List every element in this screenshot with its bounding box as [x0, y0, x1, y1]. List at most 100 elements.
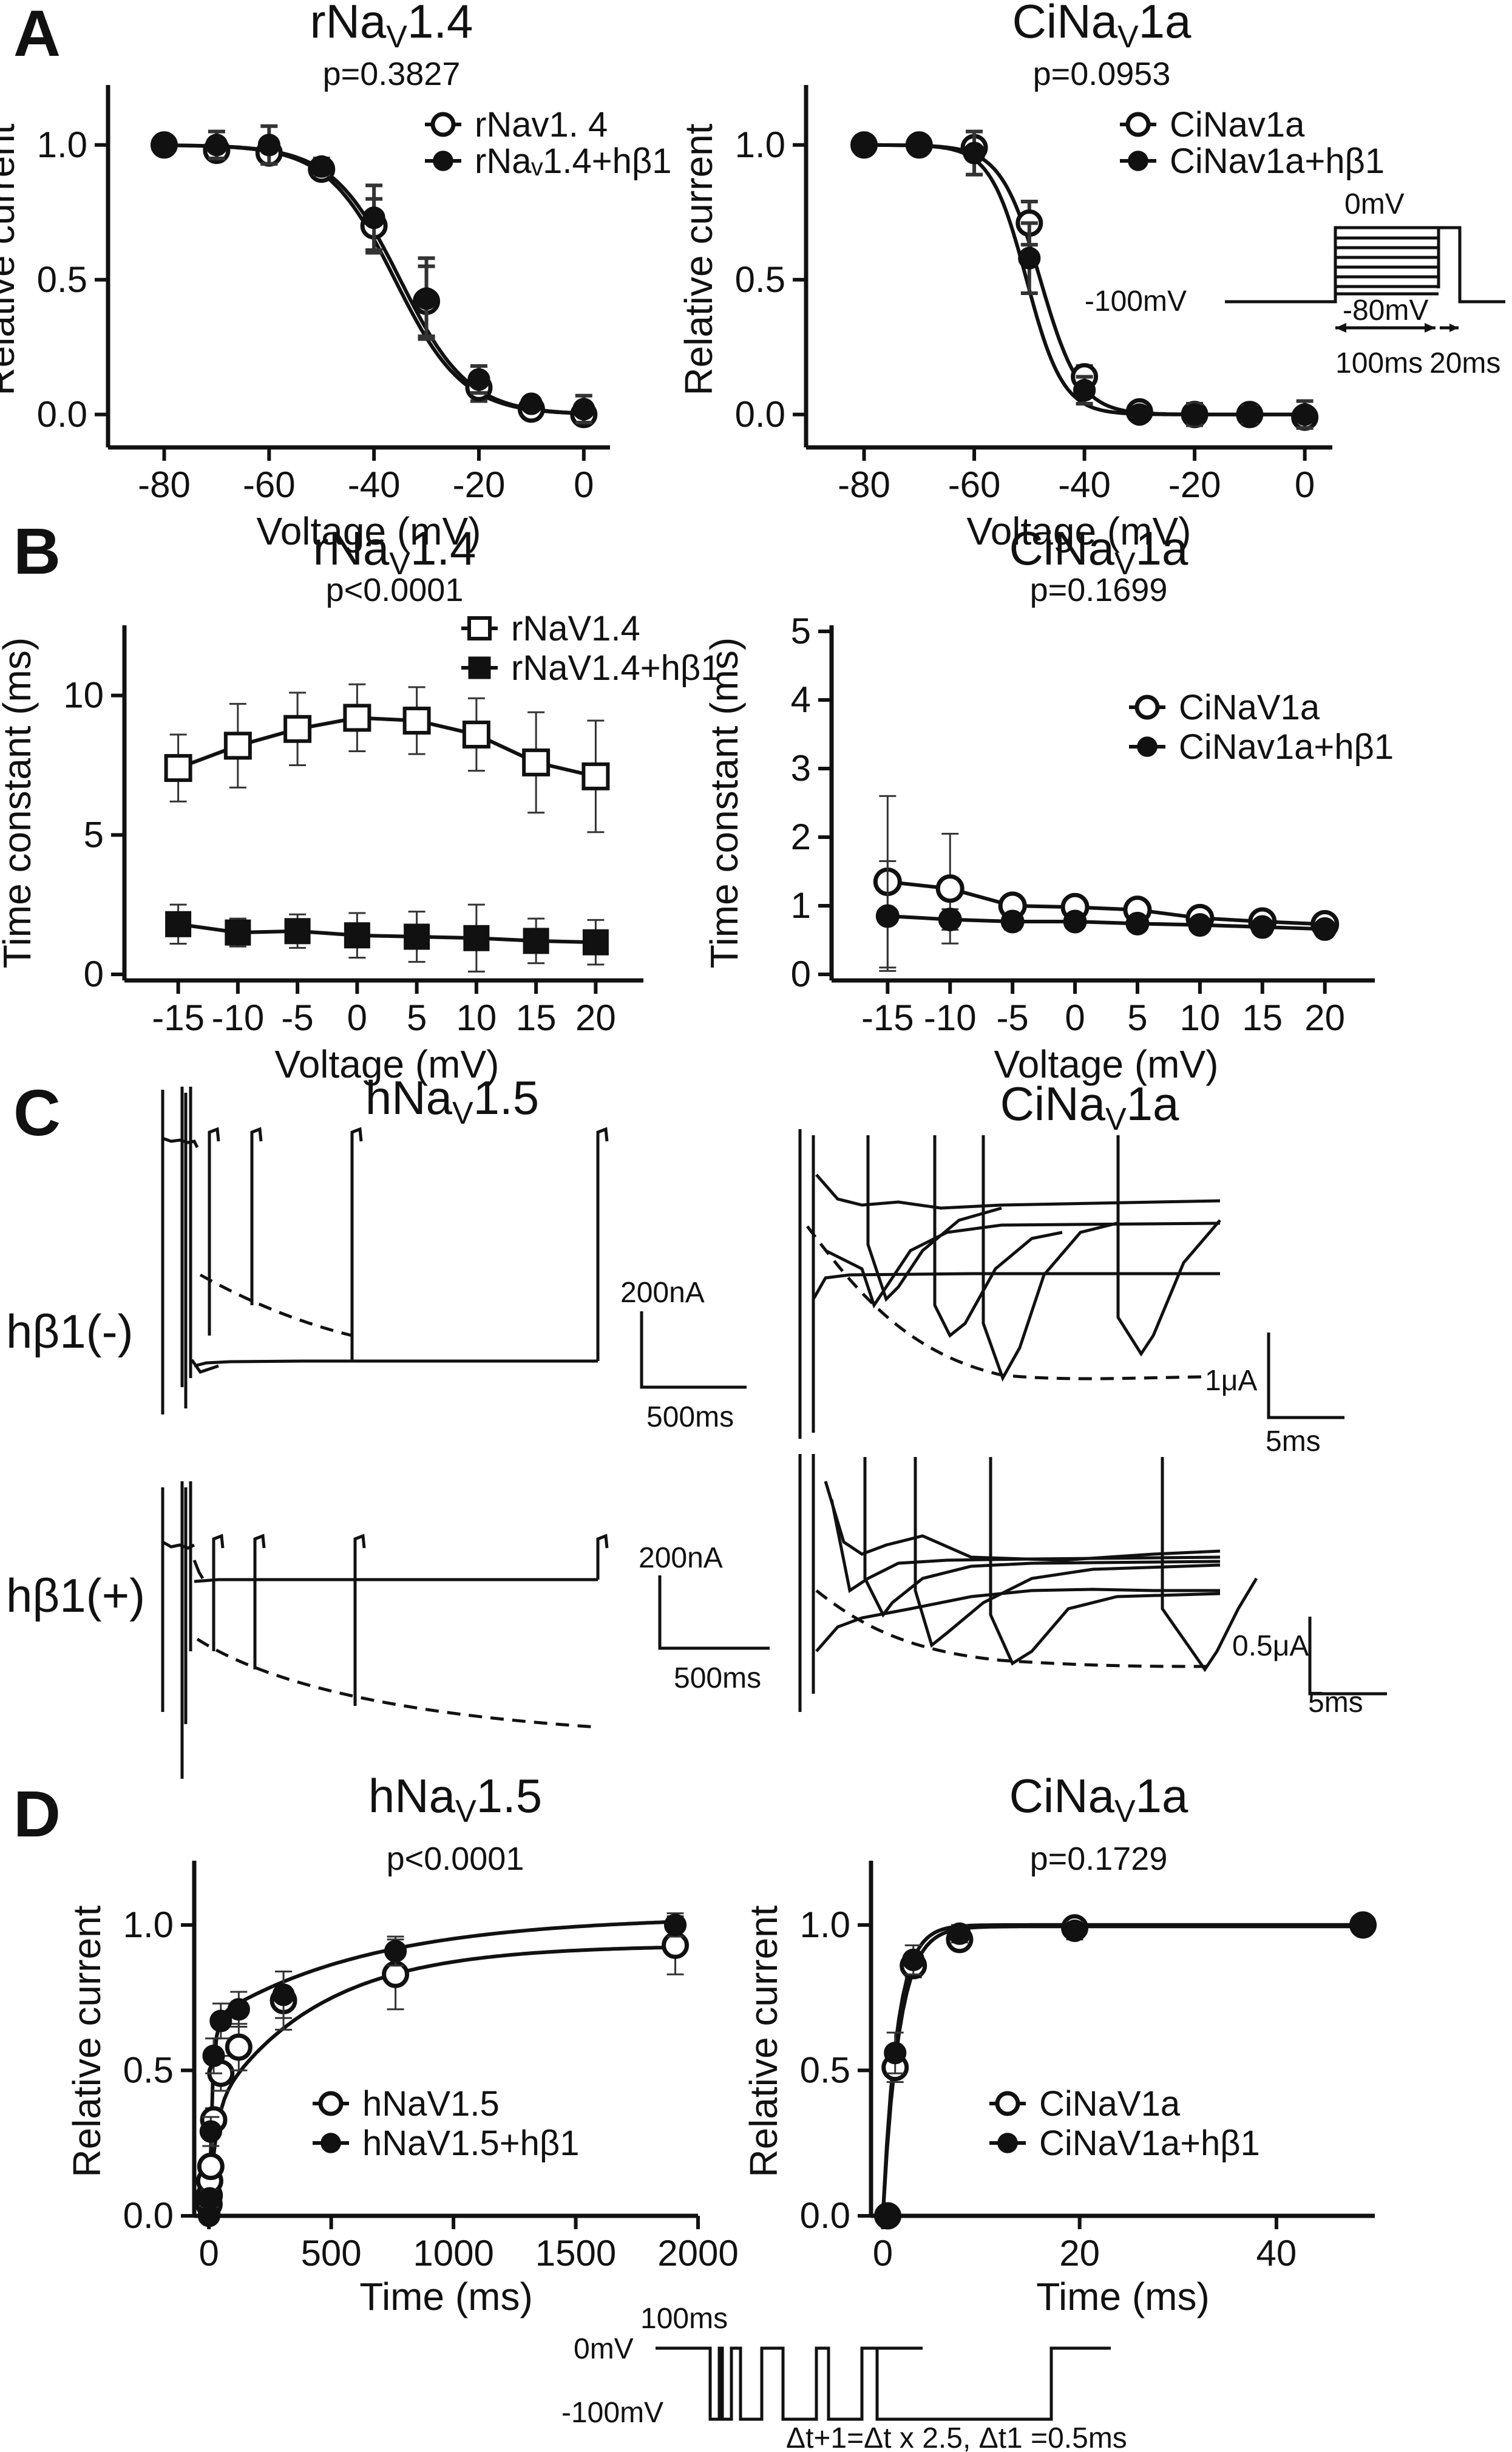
trace-recovery-4	[989, 1457, 1221, 1666]
x-tick-label: -10	[212, 997, 265, 1038]
scalebar-label: 200nA	[620, 1277, 705, 1309]
protocol-formula: Δt+1=Δt x 2.5, Δt1 =0.5ms	[786, 2422, 1127, 2452]
scalebar-top-left	[640, 1311, 747, 1389]
chart-title: rNaV1.4	[310, 0, 473, 55]
data-point	[223, 732, 252, 760]
legend-marker	[1134, 695, 1160, 720]
panel-c-right-title: CiNaV1a	[1000, 1077, 1179, 1137]
legend-label: CiNav1a+hβ1	[1179, 727, 1394, 767]
scalebar-label: 200nA	[639, 1542, 723, 1574]
protocol-trace-left	[656, 2346, 923, 2421]
data-point	[1073, 379, 1096, 402]
data-point	[963, 141, 986, 165]
y-tick-label: 0.5	[735, 259, 785, 300]
data-point	[404, 923, 430, 950]
trace-plateau	[194, 1359, 598, 1368]
panel-label-d: D	[13, 1777, 61, 1850]
data-point	[402, 706, 431, 735]
data-point	[902, 1948, 925, 1971]
y-axis-label: Time constant (ms)	[702, 637, 746, 968]
y-tick-label: 1.0	[123, 1904, 174, 1945]
y-tick-label: 0.0	[123, 2195, 174, 2236]
data-point	[384, 1940, 407, 1963]
x-tick-label: 40	[1256, 2233, 1297, 2274]
data-point	[522, 748, 551, 776]
trace-recovery-2	[863, 1457, 1221, 1618]
trace-recovery-5	[1161, 1457, 1258, 1673]
chart-title-base: rNa	[310, 0, 387, 48]
data-point	[415, 287, 438, 310]
y-tick-label: 0.5	[800, 2050, 850, 2090]
p-value: p=0.1729	[1030, 1841, 1168, 1877]
x-tick-label: 10	[456, 997, 497, 1038]
chart-title: CiNaV1a	[1009, 521, 1188, 582]
y-axis-label: Relative current	[0, 123, 22, 395]
chart-a-left: 0.0 0.5 1.0 -80 -60 -40 -20 0 Voltage (mV) Relati…	[0, 0, 671, 553]
data-point	[663, 1914, 687, 1937]
x-tick-label: 20	[575, 997, 616, 1038]
y-tick-label: 1.0	[800, 1904, 850, 1945]
data-point	[948, 1922, 971, 1945]
legend-label: rNaᵥ1.4+hβ1	[475, 141, 671, 181]
data-point	[935, 874, 964, 903]
legend-label: CiNav1a+hβ1	[1170, 141, 1385, 181]
data-point	[1183, 403, 1206, 426]
data-point	[1188, 913, 1212, 937]
x-tick-label: -10	[924, 997, 977, 1038]
trace-envelope	[199, 1273, 353, 1337]
row-label-beta-minus: hβ1(-)	[6, 1305, 134, 1358]
data-point	[582, 929, 609, 956]
trace-recovery	[192, 1560, 205, 1580]
data-point	[852, 134, 876, 157]
x-tick-label: -20	[453, 464, 506, 505]
data-point	[284, 918, 311, 945]
y-tick-label: 0.5	[123, 2050, 174, 2090]
scalebar-label: 500ms	[674, 1662, 761, 1694]
chart-title-rest: 1a	[1136, 521, 1188, 575]
x-tick-label: 2000	[657, 2233, 738, 2274]
chart-title-rest: 1.5	[476, 1769, 542, 1822]
y-axis-label: Time constant (ms)	[0, 637, 39, 968]
legend-label: hNaV1.5+hβ1	[362, 2124, 579, 2163]
x-tick-label: 500	[301, 2233, 362, 2274]
trace-recovery-1	[824, 1221, 1221, 1309]
data-point	[875, 904, 900, 928]
chart-title-base: rNa	[313, 521, 390, 575]
chart-title-sub: V	[389, 546, 410, 582]
x-tick-label: 15	[516, 997, 557, 1038]
x-axis-label: Time (ms)	[359, 2275, 533, 2318]
scalebar-label: 1μA	[1205, 1365, 1257, 1397]
protocol-label-top: 0mV	[1344, 188, 1405, 220]
x-axis-label: Voltage (mV)	[257, 509, 481, 553]
chart-title: rNaV1.4	[313, 521, 476, 582]
x-tick-label: 20	[1304, 997, 1345, 1038]
y-tick-label: 3	[791, 748, 811, 789]
protocol-label-hold: -100mV	[1085, 285, 1187, 318]
protocol-label-vhold: -100mV	[561, 2397, 663, 2429]
legend-label: rNav1. 4	[475, 105, 608, 144]
x-tick-label: 0	[347, 997, 367, 1038]
trace-recovery-3	[933, 1135, 1063, 1338]
data-point	[1125, 911, 1150, 936]
data-point	[1018, 246, 1041, 270]
y-tick-label: 1	[791, 885, 811, 926]
chart-title-base: CiNa	[1009, 521, 1115, 575]
data-point	[1238, 403, 1261, 426]
data-point	[884, 2042, 907, 2065]
trace-recovery	[190, 1359, 219, 1374]
x-tick-label: -60	[243, 464, 296, 505]
data-point	[343, 704, 371, 732]
y-tick-label: 4	[791, 679, 811, 720]
scalebar-bottom-left	[658, 1575, 770, 1650]
y-tick-label: 10	[63, 675, 104, 716]
y-tick-label: 0.0	[800, 2195, 850, 2236]
trace-recovery-2	[866, 1135, 1002, 1302]
x-tick-label: 0	[1295, 464, 1315, 505]
chart-title-rest: 1.4	[407, 0, 473, 48]
y-tick-label: 0.0	[37, 394, 87, 435]
trace-envelope	[806, 1225, 1202, 1381]
scalebar-top-right	[1267, 1333, 1344, 1419]
x-tick-label: -40	[1058, 464, 1111, 505]
x-tick-label: 1000	[413, 2233, 493, 2274]
